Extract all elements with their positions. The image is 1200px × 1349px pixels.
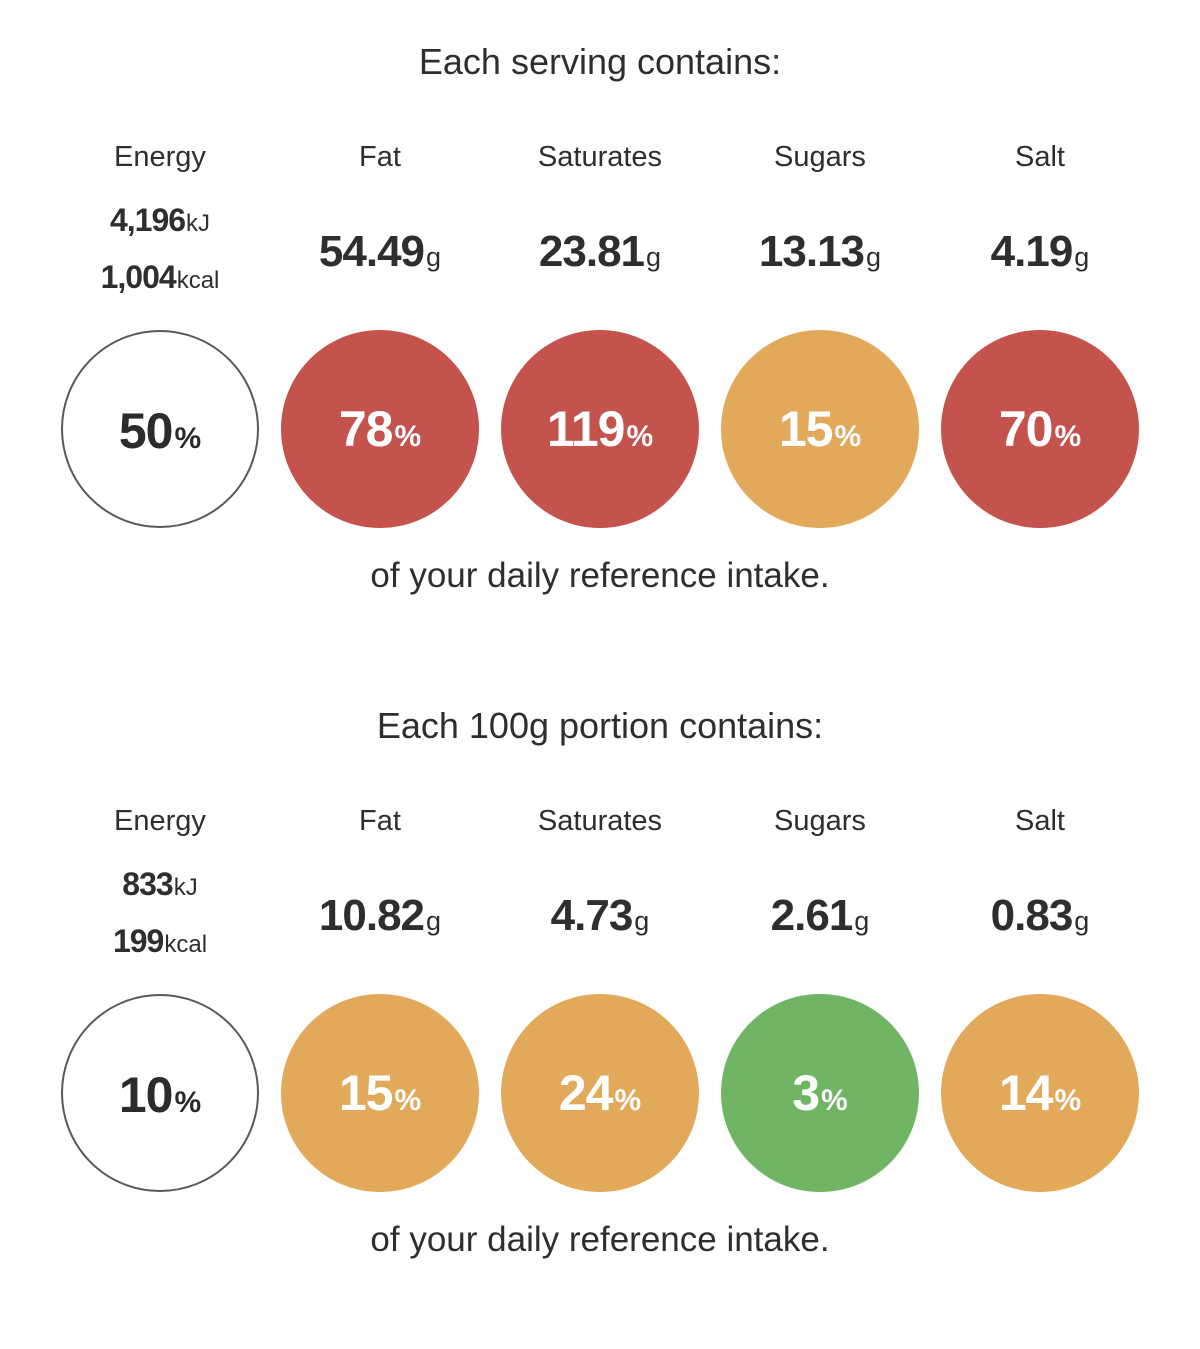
- sugars-amount: 13.13g: [759, 174, 881, 330]
- salt-label: Salt: [1015, 805, 1065, 837]
- salt-amount-value: 4.19: [990, 227, 1074, 276]
- serving-columns: Energy 4,196kJ 1,004kcal 50% Fat 54.49g …: [0, 140, 1200, 528]
- per100g-column-saturates: Saturates 4.73g 24%: [490, 804, 710, 1192]
- saturates-amount-value: 4.73: [550, 891, 634, 940]
- serving-column-saturates: Saturates 23.81g 119%: [490, 140, 710, 528]
- sugars-amount-unit: g: [866, 242, 882, 272]
- percent-value: 119%: [546, 401, 654, 457]
- fat-amount-unit: g: [426, 242, 442, 272]
- salt-percent-circle: 70%: [941, 330, 1139, 528]
- energy-kj-unit: kJ: [173, 874, 198, 901]
- salt-amount-unit: g: [1074, 906, 1090, 936]
- energy-kcal-unit: kcal: [164, 931, 208, 958]
- salt-amount-value: 0.83: [990, 891, 1074, 940]
- energy-kcal-value: 199: [112, 923, 164, 959]
- fat-label: Fat: [359, 141, 401, 173]
- serving-column-energy: Energy 4,196kJ 1,004kcal 50%: [50, 140, 270, 528]
- per100g-column-fat: Fat 10.82g 15%: [270, 804, 490, 1192]
- energy-kcal-value: 1,004: [100, 259, 177, 295]
- per100g-section: Each 100g portion contains: Energy 833kJ…: [0, 702, 1200, 1262]
- salt-label: Salt: [1015, 141, 1065, 173]
- serving-column-salt: Salt 4.19g 70%: [930, 140, 1150, 528]
- saturates-amount-unit: g: [634, 906, 650, 936]
- percent-sign: %: [1054, 1084, 1082, 1117]
- per100g-column-energy: Energy 833kJ 199kcal 10%: [50, 804, 270, 1192]
- serving-section-footer: of your daily reference intake.: [370, 556, 830, 595]
- saturates-amount: 4.73g: [551, 838, 650, 994]
- fat-percent-circle: 78%: [281, 330, 479, 528]
- per100g-columns: Energy 833kJ 199kcal 10% Fat 10.82g 15% …: [0, 804, 1200, 1192]
- energy-kcal-line: 199kcal: [113, 916, 207, 973]
- percent-value: 14%: [998, 1065, 1082, 1121]
- saturates-amount: 23.81g: [539, 174, 661, 330]
- energy-kj-line: 4,196kJ: [110, 195, 210, 252]
- sugars-amount-value: 2.61: [770, 891, 854, 940]
- serving-column-fat: Fat 54.49g 78%: [270, 140, 490, 528]
- saturates-label: Saturates: [537, 805, 663, 837]
- energy-amount: 833kJ 199kcal: [113, 838, 207, 994]
- sugars-amount-unit: g: [854, 906, 870, 936]
- energy-kcal-line: 1,004kcal: [101, 252, 220, 309]
- sugars-amount-value: 13.13: [758, 227, 865, 276]
- per100g-section-footer: of your daily reference intake.: [370, 1220, 830, 1259]
- percent-sign: %: [614, 1084, 642, 1117]
- percent-value: 15%: [778, 401, 862, 457]
- serving-column-sugars: Sugars 13.13g 15%: [710, 140, 930, 528]
- percent-sign: %: [174, 1086, 202, 1119]
- energy-kj-value: 4,196: [109, 202, 186, 238]
- energy-amount: 4,196kJ 1,004kcal: [101, 174, 220, 330]
- percent-sign: %: [174, 422, 202, 455]
- energy-label: Energy: [114, 141, 206, 173]
- percent-sign: %: [626, 420, 654, 453]
- salt-amount: 0.83g: [991, 838, 1090, 994]
- fat-label: Fat: [359, 805, 401, 837]
- energy-label: Energy: [114, 805, 206, 837]
- fat-amount: 10.82g: [319, 838, 441, 994]
- sugars-label: Sugars: [774, 141, 866, 173]
- percent-value: 78%: [338, 401, 422, 457]
- fat-amount-value: 10.82: [318, 891, 425, 940]
- saturates-label: Saturates: [537, 141, 663, 173]
- energy-percent-circle: 10%: [61, 994, 259, 1192]
- percent-value: 50%: [118, 403, 202, 459]
- energy-kj-unit: kJ: [186, 210, 211, 237]
- percent-sign: %: [1054, 420, 1082, 453]
- fat-amount-unit: g: [426, 906, 442, 936]
- percent-sign: %: [821, 1084, 848, 1117]
- per100g-section-title: Each 100g portion contains:: [376, 705, 824, 746]
- salt-amount-unit: g: [1074, 242, 1090, 272]
- fat-amount: 54.49g: [319, 174, 441, 330]
- percent-sign: %: [394, 420, 422, 453]
- saturates-percent-circle: 119%: [501, 330, 699, 528]
- sugars-percent-circle: 15%: [721, 330, 919, 528]
- salt-amount: 4.19g: [991, 174, 1090, 330]
- per100g-column-sugars: Sugars 2.61g 3%: [710, 804, 930, 1192]
- energy-kj-line: 833kJ: [122, 859, 197, 916]
- energy-kcal-unit: kcal: [176, 267, 220, 294]
- sugars-amount: 2.61g: [771, 838, 870, 994]
- percent-value: 3%: [792, 1065, 848, 1121]
- serving-section: Each serving contains: Energy 4,196kJ 1,…: [0, 0, 1200, 598]
- percent-value: 10%: [118, 1067, 202, 1123]
- saturates-percent-circle: 24%: [501, 994, 699, 1192]
- energy-kj-value: 833: [122, 866, 173, 902]
- percent-sign: %: [834, 420, 862, 453]
- saturates-amount-value: 23.81: [538, 227, 645, 276]
- percent-value: 24%: [558, 1065, 642, 1121]
- sugars-percent-circle: 3%: [721, 994, 919, 1192]
- fat-percent-circle: 15%: [281, 994, 479, 1192]
- per100g-column-salt: Salt 0.83g 14%: [930, 804, 1150, 1192]
- sugars-label: Sugars: [774, 805, 866, 837]
- percent-value: 70%: [998, 401, 1082, 457]
- percent-sign: %: [394, 1084, 422, 1117]
- serving-section-title: Each serving contains:: [418, 41, 782, 82]
- percent-value: 15%: [338, 1065, 422, 1121]
- saturates-amount-unit: g: [646, 242, 662, 272]
- salt-percent-circle: 14%: [941, 994, 1139, 1192]
- fat-amount-value: 54.49: [318, 227, 425, 276]
- energy-percent-circle: 50%: [61, 330, 259, 528]
